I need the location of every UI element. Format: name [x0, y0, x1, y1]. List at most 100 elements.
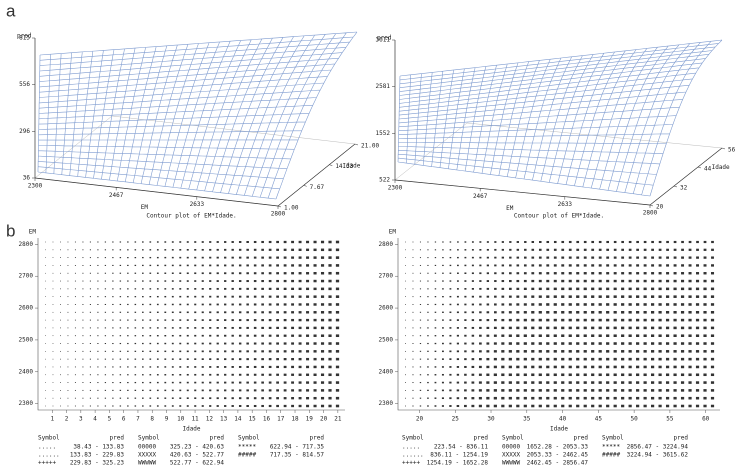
- symbol: [434, 327, 437, 329]
- legend-header: Symbol: [38, 435, 60, 442]
- symbol: [456, 288, 459, 290]
- symbol: [209, 397, 212, 400]
- symbol: [427, 389, 429, 392]
- symbol: [449, 311, 452, 314]
- symbol: [427, 272, 429, 274]
- symbol: [531, 396, 535, 400]
- symbol: [688, 287, 692, 291]
- symbol: [442, 249, 444, 251]
- symbol: [74, 288, 76, 290]
- symbol: [703, 373, 707, 377]
- symbol: [313, 381, 317, 384]
- symbol: [328, 381, 332, 384]
- legend-range: 420.63 - 522.77: [170, 452, 225, 459]
- symbol: [112, 296, 114, 298]
- symbol: [74, 335, 76, 337]
- x-tick-label: 9: [165, 416, 169, 423]
- symbol: [412, 366, 414, 368]
- symbol: [142, 241, 144, 243]
- symbol: [523, 389, 527, 392]
- symbol: [643, 389, 647, 392]
- symbol: [291, 311, 295, 314]
- symbol: [142, 311, 144, 313]
- symbol: [216, 381, 219, 384]
- symbol: [119, 335, 122, 337]
- symbol: [405, 249, 406, 251]
- contour-plot: Contour plot of EM*Idade.20 25 30 35 40 45 50 5…: [379, 213, 720, 467]
- symbol: [209, 342, 212, 345]
- symbol: [576, 256, 580, 259]
- symbol: [553, 404, 557, 408]
- symbol: [688, 334, 692, 337]
- legend-symbol: *****: [602, 444, 620, 451]
- symbol: [412, 350, 414, 352]
- symbol: [613, 381, 617, 384]
- symbol: [441, 350, 444, 353]
- symbol: [710, 279, 715, 283]
- symbol: [643, 342, 647, 345]
- symbol: [606, 326, 610, 330]
- symbol: [427, 241, 429, 243]
- symbol: [591, 303, 595, 306]
- symbol: [67, 389, 69, 391]
- symbol: [553, 264, 557, 267]
- symbol: [621, 256, 625, 259]
- symbol: [471, 404, 475, 408]
- symbol: [74, 280, 76, 282]
- symbol: [298, 365, 302, 369]
- symbol: [74, 249, 76, 251]
- z-tick-label: 36: [23, 175, 31, 182]
- legend-range: 1254.19 - 1652.28: [427, 460, 489, 467]
- symbol: [171, 381, 174, 384]
- symbol: [328, 334, 332, 337]
- symbol: [313, 404, 317, 408]
- symbol: [479, 334, 482, 337]
- symbol: [478, 404, 482, 408]
- symbol: [434, 389, 437, 392]
- symbol: [261, 248, 264, 251]
- symbol: [82, 264, 84, 266]
- symbol: [419, 319, 422, 321]
- symbol: [186, 397, 189, 399]
- symbol: [680, 404, 685, 408]
- symbol: [516, 256, 520, 259]
- symbol: [516, 326, 520, 330]
- symbol: [449, 295, 452, 298]
- symbol: [89, 257, 91, 259]
- symbol: [320, 271, 325, 275]
- symbol: [531, 264, 535, 267]
- symbol: [186, 303, 189, 306]
- symbol: [283, 248, 287, 251]
- symbol: [134, 241, 137, 243]
- symbol: [306, 334, 310, 337]
- symbol: [696, 256, 699, 259]
- symbol: [127, 241, 129, 243]
- symbol: [419, 272, 422, 274]
- symbol: [171, 350, 174, 353]
- x-tick-label: 2633: [190, 201, 205, 208]
- symbol: [628, 342, 632, 345]
- symbol: [119, 382, 122, 384]
- symbol: [680, 350, 685, 353]
- symbol: [134, 296, 137, 298]
- symbol: [643, 326, 647, 330]
- symbol: [494, 256, 497, 259]
- symbol: [246, 241, 249, 243]
- symbol: [328, 350, 332, 353]
- symbol: [479, 311, 482, 314]
- symbol: [591, 396, 595, 400]
- symbol: [681, 272, 685, 275]
- symbol: [665, 318, 670, 322]
- symbol: [194, 303, 197, 306]
- symbol: [201, 256, 204, 259]
- symbol: [127, 397, 129, 399]
- symbol: [501, 396, 505, 400]
- symbol: [291, 240, 295, 244]
- symbol: [628, 248, 632, 251]
- symbol: [97, 257, 99, 259]
- symbol: [523, 311, 527, 314]
- symbol: [313, 334, 317, 337]
- symbol: [119, 280, 122, 282]
- symbol: [298, 350, 302, 353]
- symbol: [493, 350, 497, 353]
